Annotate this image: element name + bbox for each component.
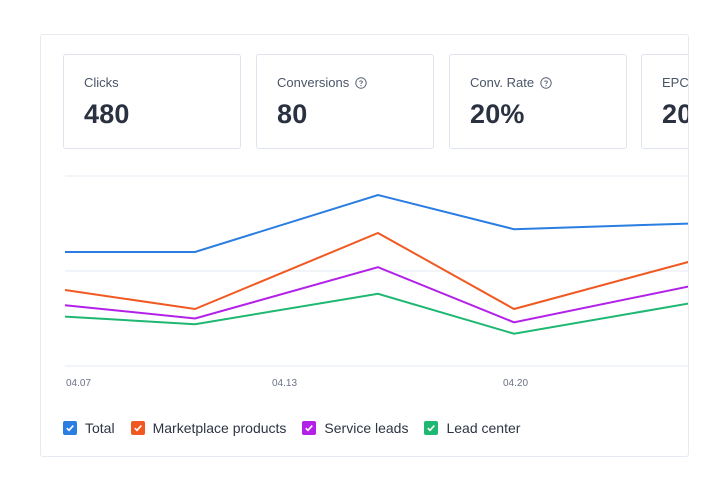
- checkbox-checked-icon[interactable]: [63, 421, 77, 435]
- stat-label-text: Conversions: [277, 75, 350, 90]
- stat-card-epc: EPC 20: [641, 54, 689, 149]
- x-tick-label: 04.20: [503, 378, 529, 389]
- line-chart-svg: [64, 175, 689, 367]
- stat-label-text: Conv. Rate: [470, 75, 535, 90]
- stat-value: 20: [662, 99, 688, 129]
- stat-value: 480: [84, 99, 130, 129]
- stat-label-text: Clicks: [84, 75, 119, 90]
- stat-card-conv-rate: Conv. Rate 20%: [449, 54, 627, 149]
- stat-label: EPC: [662, 75, 689, 90]
- stat-label: Conv. Rate: [470, 75, 552, 90]
- legend-item-total[interactable]: Total: [63, 420, 115, 436]
- x-tick-label: 04.13: [272, 378, 298, 389]
- legend-label: Marketplace products: [152, 420, 287, 436]
- x-tick-label: 04.07: [66, 378, 92, 389]
- legend-item-service-leads[interactable]: Service leads: [302, 420, 408, 436]
- series-line-marketplace-products[interactable]: [64, 231, 689, 311]
- checkbox-checked-icon[interactable]: [130, 421, 145, 435]
- legend-item-lead-center[interactable]: Lead center: [424, 420, 520, 436]
- legend-label: Service leads: [324, 420, 409, 436]
- stat-value: 20%: [470, 99, 525, 129]
- series-line-total[interactable]: [65, 193, 689, 253]
- help-circle-icon[interactable]: [355, 76, 367, 89]
- checkbox-checked-icon[interactable]: [302, 421, 317, 435]
- help-circle-icon[interactable]: [540, 76, 552, 89]
- stat-label: Clicks: [84, 75, 119, 90]
- metrics-panel: Clicks 480 Conversions 80 Conv. Rate 20%: [40, 34, 689, 457]
- legend-item-marketplace-products[interactable]: Marketplace products: [130, 420, 287, 436]
- stat-label: Conversions: [277, 75, 367, 90]
- stat-card-conversions: Conversions 80: [256, 54, 434, 149]
- series-line-service-leads[interactable]: [64, 266, 689, 324]
- line-chart: [64, 175, 689, 396]
- legend-label: Lead center: [446, 420, 521, 436]
- stat-value: 80: [277, 99, 308, 129]
- chart-legend: Total Marketplace products Service leads…: [63, 418, 536, 438]
- legend-label: Total: [85, 420, 115, 436]
- stat-label-text: EPC: [662, 75, 689, 90]
- checkbox-checked-icon[interactable]: [424, 421, 439, 435]
- stat-card-clicks: Clicks 480: [63, 54, 241, 149]
- series-line-lead-center[interactable]: [64, 292, 689, 335]
